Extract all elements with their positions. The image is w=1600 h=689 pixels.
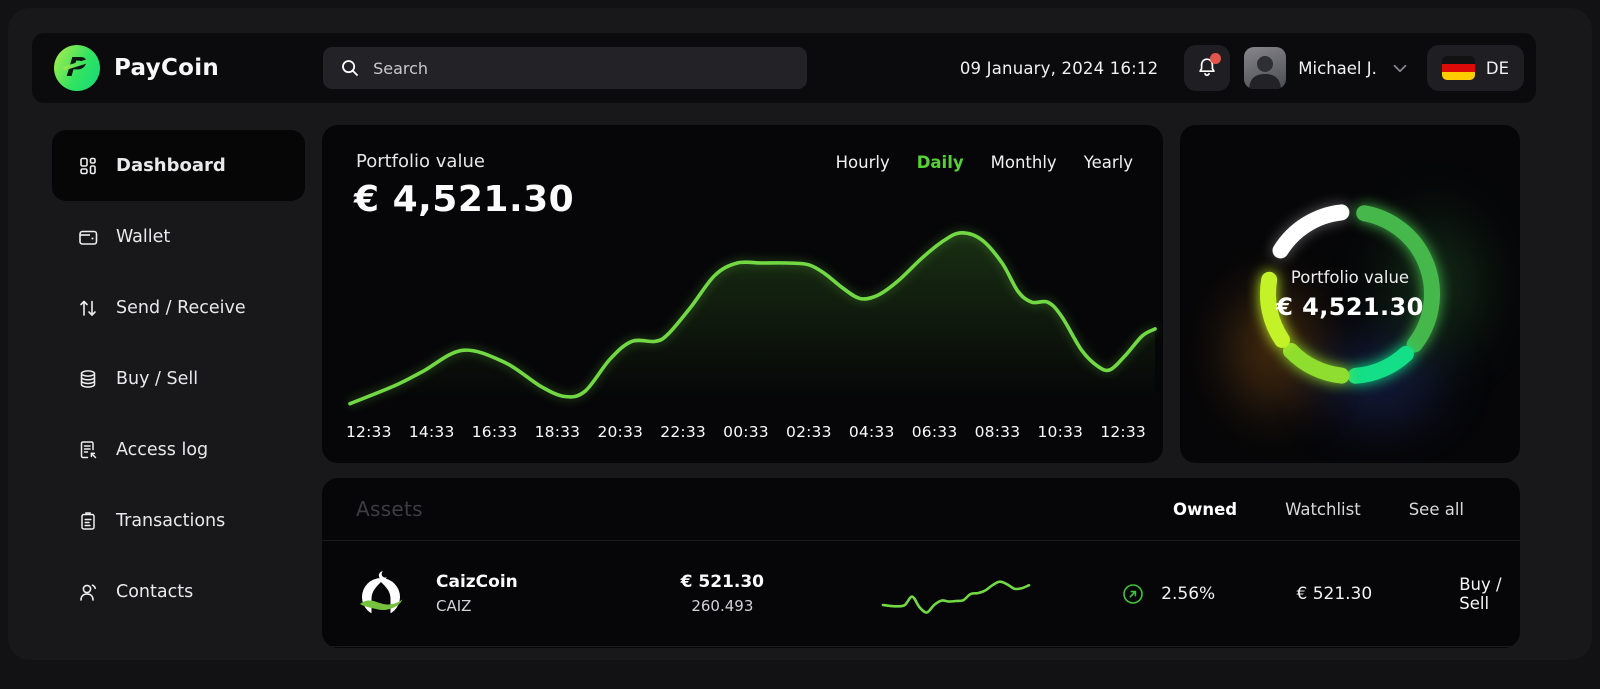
search-input[interactable] — [373, 58, 793, 78]
donut-rings — [1259, 204, 1440, 384]
sidebar-item-dashboard[interactable]: Dashboard — [52, 130, 305, 201]
sidebar-item-label: Dashboard — [116, 155, 226, 176]
sidebar-item-contacts[interactable]: Contacts — [52, 556, 305, 627]
portfolio-donut-card: Portfolio value € 4,521.30 — [1180, 125, 1520, 463]
x-axis-label: 10:33 — [1037, 423, 1084, 441]
buy-sell-button[interactable]: Buy / Sell — [1459, 574, 1502, 613]
coin-name: CaizCoin — [436, 572, 518, 592]
x-axis-label: 14:33 — [408, 423, 455, 441]
x-axis-label: 12:33 — [346, 423, 392, 441]
tab-see-all[interactable]: See all — [1408, 499, 1464, 519]
coin-symbol: CAIZ — [436, 597, 472, 615]
assets-card: Assets Owned Watchlist See all — [322, 478, 1520, 648]
range-tabs: Hourly Daily Monthly Yearly — [836, 153, 1133, 172]
sidebar: Dashboard Wallet Send / Receive — [52, 130, 305, 627]
language-code: DE — [1485, 58, 1509, 78]
portfolio-line-chart — [348, 231, 1157, 417]
tab-daily[interactable]: Daily — [916, 153, 964, 172]
paycoin-logo-icon: P — [54, 45, 100, 91]
x-axis-label: 20:33 — [597, 423, 644, 441]
search-bar[interactable] — [323, 47, 808, 89]
x-axis-label: 06:33 — [911, 423, 958, 441]
change-cell: 2.56% — [1121, 582, 1215, 606]
coin-price: € 521.30 — [1296, 583, 1373, 604]
send-receive-icon — [76, 296, 99, 319]
segment-green — [1356, 205, 1440, 353]
donut-center: Portfolio value € 4,521.30 — [1247, 191, 1453, 397]
coin-name-block: CaizCoin CAIZ — [436, 572, 570, 615]
sidebar-item-label: Buy / Sell — [116, 368, 199, 389]
x-axis-label: 02:33 — [786, 423, 832, 441]
sidebar-item-send-receive[interactable]: Send / Receive — [52, 272, 305, 343]
sidebar-item-transactions[interactable]: Transactions — [52, 485, 305, 556]
germany-flag-icon — [1441, 56, 1475, 80]
asset-row-caizcoin[interactable]: CaizCoin CAIZ € 521.30 260.493 — [322, 540, 1520, 646]
dashboard-icon — [76, 154, 99, 177]
donut-value: € 4,521.30 — [1276, 292, 1424, 321]
tab-watchlist[interactable]: Watchlist — [1285, 499, 1361, 519]
segment-chartreuse — [1259, 271, 1290, 348]
assets-tabs: Owned Watchlist See all — [1173, 500, 1464, 519]
x-axis-label: 22:33 — [660, 423, 706, 441]
next-row-peek — [322, 646, 1520, 648]
portfolio-value: € 4,521.30 — [354, 179, 575, 220]
profile-menu[interactable]: Michael J. — [1244, 47, 1411, 89]
sidebar-item-access-log[interactable]: Access log — [52, 414, 305, 485]
sidebar-item-label: Wallet — [116, 226, 171, 247]
sidebar-item-label: Transactions — [116, 510, 226, 531]
segment-spring — [1347, 346, 1414, 384]
user-avatar — [1244, 47, 1287, 89]
x-axis-label: 12:33 — [1100, 423, 1146, 441]
contacts-icon — [76, 580, 99, 603]
segment-lime — [1283, 343, 1350, 384]
sidebar-item-label: Send / Receive — [116, 297, 246, 318]
tab-monthly[interactable]: Monthly — [990, 153, 1057, 172]
caizcoin-icon — [354, 567, 408, 621]
assets-title: Assets — [356, 497, 423, 521]
portfolio-title: Portfolio value — [356, 151, 485, 172]
portfolio-donut-chart: Portfolio value € 4,521.30 — [1247, 191, 1453, 397]
x-axis-label: 18:33 — [534, 423, 581, 441]
holding-value: € 521.30 — [680, 572, 765, 592]
x-axis-label: 00:33 — [723, 423, 769, 441]
transactions-icon — [76, 509, 99, 532]
tab-yearly[interactable]: Yearly — [1083, 153, 1133, 172]
portfolio-chart-card: Portfolio value € 4,521.30 Hourly Daily … — [322, 125, 1163, 463]
search-icon — [338, 57, 361, 80]
assets-header: Assets Owned Watchlist See all — [322, 478, 1520, 540]
language-button[interactable]: DE — [1426, 45, 1524, 91]
datetime-label: 09 January, 2024 16:12 — [959, 58, 1159, 78]
tab-owned[interactable]: Owned — [1173, 499, 1238, 519]
notification-dot — [1210, 53, 1222, 64]
top-bar: P PayCoin 09 January, 2024 16:12 — [32, 33, 1536, 103]
brand-name: PayCoin — [114, 55, 220, 81]
holding-amount: 260.493 — [691, 597, 754, 615]
user-name: Michael J. — [1298, 58, 1377, 78]
sidebar-item-buy-sell[interactable]: Buy / Sell — [52, 343, 305, 414]
tab-hourly[interactable]: Hourly — [835, 153, 890, 172]
coin-sparkline — [881, 566, 1031, 622]
change-percent: 2.56% — [1161, 583, 1216, 604]
coins-icon — [76, 367, 99, 390]
x-axis-label: 04:33 — [848, 423, 895, 441]
x-axis-labels: 12:33 14:33 16:33 18:33 20:33 22:33 00:33 02:33… — [346, 423, 1146, 441]
chevron-down-icon — [1393, 64, 1407, 73]
x-axis-label: 08:33 — [974, 423, 1021, 441]
coin-holding-block: € 521.30 260.493 — [660, 572, 786, 615]
trend-up-icon — [1123, 583, 1143, 604]
x-axis-label: 16:33 — [471, 423, 518, 441]
sidebar-item-wallet[interactable]: Wallet — [52, 201, 305, 272]
donut-title: Portfolio value — [1290, 267, 1410, 287]
segment-white — [1272, 204, 1350, 259]
sidebar-item-label: Access log — [116, 439, 209, 460]
access-log-icon — [76, 438, 99, 461]
notifications-button[interactable] — [1184, 45, 1231, 91]
sidebar-item-label: Contacts — [116, 581, 194, 602]
app-window: P PayCoin 09 January, 2024 16:12 — [8, 8, 1592, 660]
wallet-icon — [76, 225, 99, 248]
